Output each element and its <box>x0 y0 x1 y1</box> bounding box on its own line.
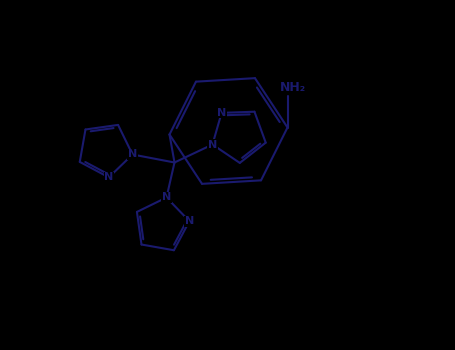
Text: N: N <box>162 193 171 203</box>
Text: N: N <box>104 172 113 182</box>
Text: N: N <box>208 140 217 149</box>
Text: NH₂: NH₂ <box>279 81 306 94</box>
Text: N: N <box>128 149 137 160</box>
Text: N: N <box>217 108 226 118</box>
Text: N: N <box>185 216 194 226</box>
